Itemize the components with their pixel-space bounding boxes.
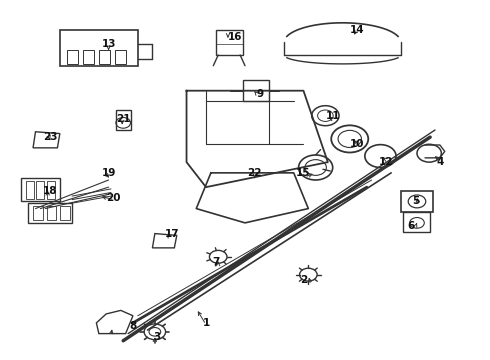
- Text: 1: 1: [202, 318, 210, 328]
- Text: 11: 11: [325, 111, 340, 121]
- Bar: [83, 50, 94, 64]
- Bar: [47, 206, 56, 220]
- Text: 17: 17: [165, 229, 179, 239]
- Text: 7: 7: [212, 257, 220, 267]
- Text: 4: 4: [436, 157, 443, 167]
- Bar: [60, 206, 70, 220]
- Bar: [243, 80, 270, 102]
- Bar: [36, 181, 44, 199]
- Text: 6: 6: [407, 221, 414, 231]
- Text: 22: 22: [247, 168, 262, 178]
- Text: 10: 10: [350, 139, 364, 149]
- Text: 18: 18: [43, 186, 57, 196]
- Text: 9: 9: [256, 89, 263, 99]
- Bar: [33, 206, 43, 220]
- Text: 23: 23: [43, 132, 57, 142]
- Bar: [116, 50, 126, 64]
- Bar: [216, 30, 243, 55]
- Bar: [47, 181, 55, 199]
- Text: 20: 20: [106, 193, 121, 203]
- Text: 8: 8: [129, 321, 137, 332]
- Text: 15: 15: [296, 168, 311, 178]
- Bar: [116, 111, 130, 130]
- Text: 19: 19: [101, 168, 116, 178]
- Bar: [21, 178, 60, 202]
- Text: 5: 5: [412, 197, 419, 206]
- Bar: [67, 50, 78, 64]
- Text: 13: 13: [101, 39, 116, 49]
- Text: 2: 2: [300, 275, 307, 285]
- Bar: [99, 50, 110, 64]
- Text: 16: 16: [228, 32, 243, 42]
- Text: 3: 3: [154, 332, 161, 342]
- Text: 14: 14: [350, 25, 365, 35]
- Text: 21: 21: [116, 114, 130, 124]
- Text: 12: 12: [379, 157, 393, 167]
- Bar: [401, 191, 433, 212]
- Bar: [28, 203, 72, 223]
- Bar: [60, 30, 138, 66]
- Bar: [26, 181, 33, 199]
- Bar: [403, 212, 430, 232]
